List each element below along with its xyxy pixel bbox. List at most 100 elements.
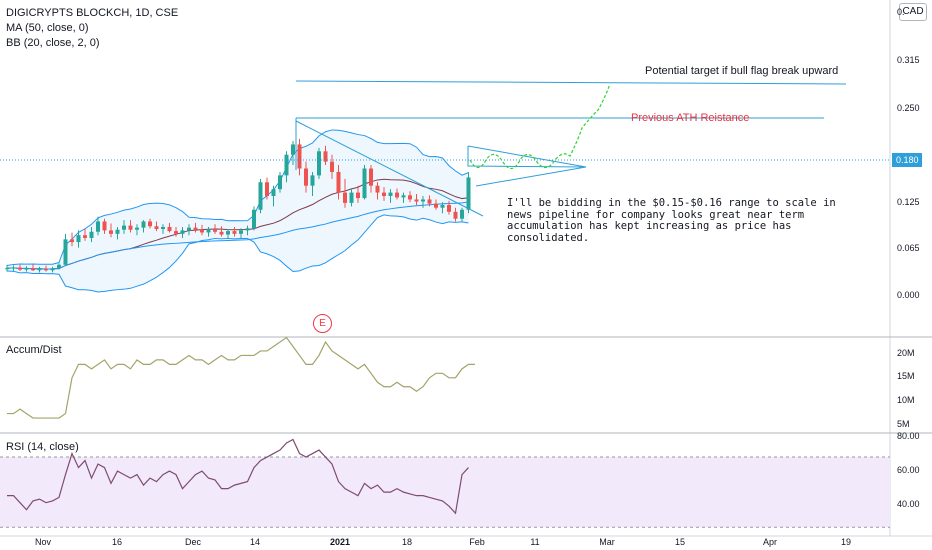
candle-body [362,168,367,199]
candle-body [44,268,48,271]
candle-body [31,268,35,271]
candle-body [18,267,22,270]
candle-body [440,204,445,208]
time-tick: 16 [111,537,123,547]
candle-body [70,239,74,243]
candle-body [401,195,406,198]
candle-body [414,199,419,202]
candle-body [148,221,152,227]
candle-body [421,199,425,202]
bollinger-lower [6,214,469,293]
candle-body [57,264,61,269]
candle-body [447,204,451,212]
candle-body [258,182,263,210]
candle-body [375,185,380,193]
rsi-line [7,438,469,515]
ath-annotation[interactable]: Previous ATH Reistance [631,112,750,124]
candle-body [50,268,55,271]
accum-tick: 15M [897,371,915,381]
accum-tick: 20M [897,348,915,358]
currency-badge[interactable]: CAD [899,3,927,21]
candle-body [245,228,250,231]
candle-body [167,226,172,232]
current-price-label: 0.180 [892,153,922,167]
time-tick: 19 [840,537,852,547]
accum-dist-line [7,336,475,419]
candle-body [336,171,341,193]
candle-body [5,268,9,270]
candle-body [96,221,100,232]
rsi-tick: 60.00 [897,465,920,475]
price-tick: 0.315 [897,55,920,65]
candle-body [453,211,458,219]
chart-legend: DIGICRYPTS BLOCKCH, 1D, CSE MA (50, clos… [6,6,178,51]
candle-body [161,226,165,230]
time-tick: Nov [34,537,52,547]
rsi-pane-title[interactable]: RSI (14, close) [6,441,79,453]
time-tick: Feb [469,537,485,547]
candle-body [63,239,68,265]
candle-body [427,199,432,204]
candle-body [330,161,334,172]
time-tick: 18 [401,537,413,547]
candle-body [239,230,243,234]
bollinger-fill [7,129,469,292]
bollinger-upper [6,129,469,266]
candle-body [180,230,185,234]
pennant-upper [467,145,587,168]
trade-note[interactable]: I'll be bidding in the $0.15-$0.16 range… [507,197,836,244]
earnings-marker[interactable]: E [313,314,332,333]
target-annotation[interactable]: Potential target if bull flag break upwa… [645,65,839,77]
rsi-band [0,457,890,528]
price-tick: 0.125 [897,197,920,207]
ma-50-line [6,201,469,270]
time-tick: 15 [674,537,686,547]
price-tick: 0.000 [897,290,920,300]
candle-body [265,182,269,197]
candle-body [187,227,191,231]
candle-body [206,229,211,233]
candle-body [115,229,120,234]
candle-body [408,195,412,200]
accum-tick: 10M [897,395,915,405]
candle-body [154,226,159,230]
time-tick-year: 2021 [329,537,351,547]
candle-body [128,225,133,230]
candle-body [271,189,276,197]
candle-body [89,231,94,238]
rsi-tick: 80.00 [897,431,920,441]
candle-body [466,177,471,210]
candle-body [232,231,237,234]
candle-body [297,144,302,169]
candle-body [102,221,107,231]
time-tick: Dec [184,537,202,547]
pennant-projection [467,146,587,187]
price-tick-top: 0. [897,7,905,17]
candle-body [83,235,87,238]
accum-pane-title[interactable]: Accum/Dist [6,344,62,356]
candle-body [252,209,256,229]
candle-body [343,192,347,203]
candle-body [11,267,16,269]
candle-body [349,192,354,203]
accum-tick: 5M [897,419,910,429]
symbol-title[interactable]: DIGICRYPTS BLOCKCH, 1D, CSE [6,7,179,19]
ma-indicator-label[interactable]: MA (50, close, 0) [6,22,89,34]
candle-body [24,268,29,270]
flag-resistance-line [295,120,484,217]
candle-body [395,192,399,198]
time-tick: 14 [249,537,261,547]
candle-body [213,229,217,232]
candle-body [304,168,308,186]
candle-body [37,268,42,271]
candle-body [382,192,386,197]
candle-body [323,151,328,162]
target-level-line [295,80,847,85]
candle-body [174,231,178,234]
candle-body [141,221,146,228]
projected-path [469,83,611,170]
bb-indicator-label[interactable]: BB (20, close, 2, 0) [6,37,100,49]
candle-body [278,175,282,190]
candle-body [109,230,113,234]
